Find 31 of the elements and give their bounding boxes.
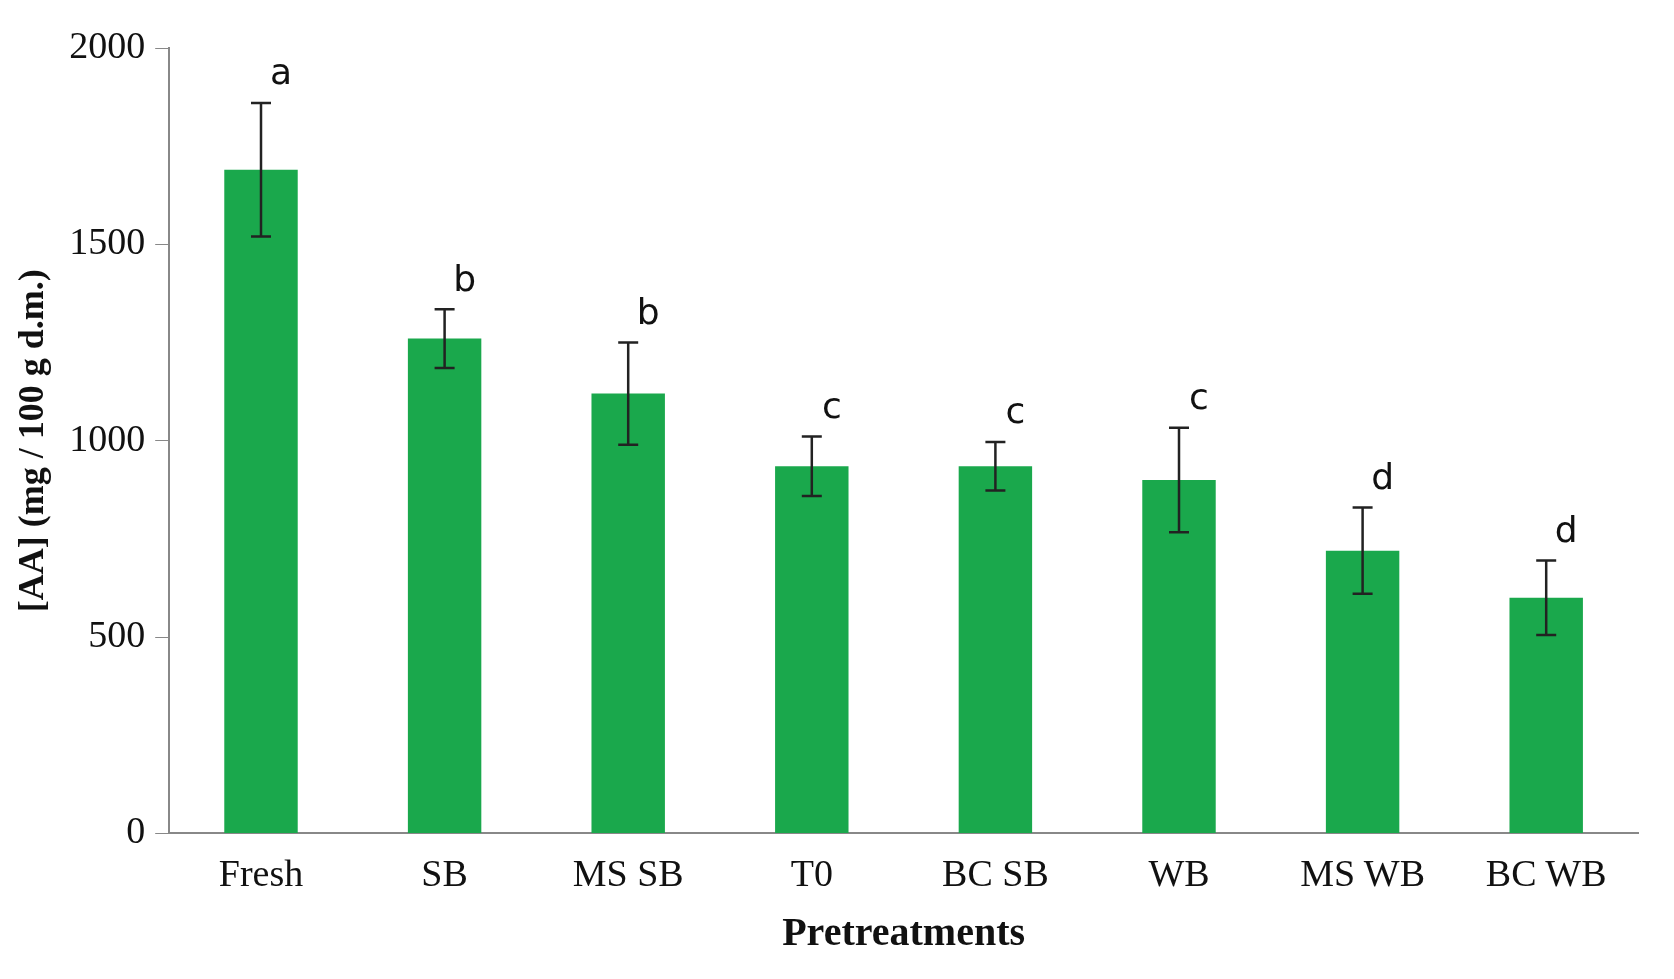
- annotation: c: [1005, 390, 1026, 432]
- annotation: d: [1554, 508, 1578, 550]
- annotation: c: [821, 384, 842, 426]
- bar: [1142, 479, 1216, 833]
- x-tick-label: T0: [790, 852, 833, 895]
- x-tick-label: MS WB: [1300, 852, 1426, 895]
- bar: [407, 338, 482, 833]
- y-tick-label: 0: [126, 809, 146, 852]
- bar: [1509, 597, 1583, 833]
- bar: [775, 466, 849, 833]
- x-axis-title: Pretreatments: [782, 909, 1026, 955]
- bar: [591, 393, 665, 833]
- annotation: c: [1189, 376, 1209, 418]
- annotation: b: [636, 290, 660, 332]
- annotation: a: [269, 51, 293, 93]
- y-tick-label: 1500: [69, 220, 146, 263]
- x-tick-label: WB: [1148, 852, 1210, 895]
- annotation: b: [453, 257, 477, 299]
- y-tick-label: 500: [88, 613, 146, 656]
- y-axis-title: [AA] (mg / 100 g d.m.): [10, 269, 51, 613]
- y-tick-label: 1000: [69, 416, 146, 459]
- y-tick-label: 2000: [69, 23, 146, 66]
- bar: [1325, 550, 1400, 833]
- x-tick-label: BC SB: [942, 852, 1049, 895]
- annotation: d: [1371, 455, 1395, 497]
- x-tick-label: BC WB: [1485, 852, 1607, 895]
- bar: [224, 169, 298, 833]
- bar: [958, 466, 1033, 833]
- x-tick-label: MS SB: [572, 852, 684, 895]
- x-tick-label: Fresh: [218, 852, 304, 895]
- x-tick-label: SB: [421, 852, 468, 895]
